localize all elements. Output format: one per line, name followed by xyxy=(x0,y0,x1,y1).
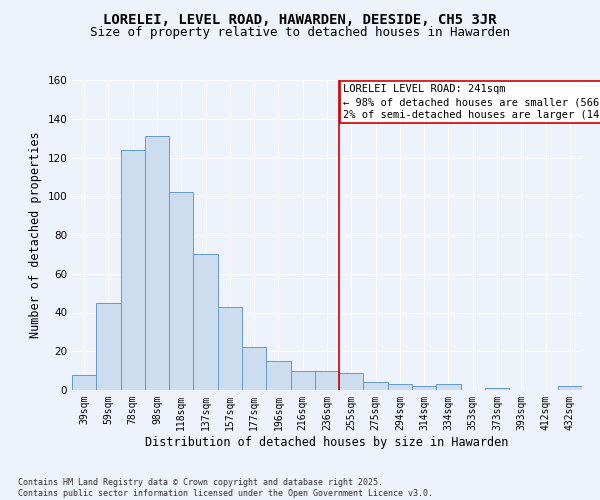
Bar xyxy=(558,386,582,390)
Bar xyxy=(339,372,364,390)
Bar xyxy=(218,306,242,390)
Text: Contains HM Land Registry data © Crown copyright and database right 2025.
Contai: Contains HM Land Registry data © Crown c… xyxy=(18,478,433,498)
Bar xyxy=(145,136,169,390)
Bar xyxy=(364,382,388,390)
Bar xyxy=(96,303,121,390)
Bar xyxy=(290,370,315,390)
X-axis label: Distribution of detached houses by size in Hawarden: Distribution of detached houses by size … xyxy=(145,436,509,448)
Bar xyxy=(266,361,290,390)
Bar xyxy=(121,150,145,390)
Text: LORELEI, LEVEL ROAD, HAWARDEN, DEESIDE, CH5 3JR: LORELEI, LEVEL ROAD, HAWARDEN, DEESIDE, … xyxy=(103,12,497,26)
Bar xyxy=(72,374,96,390)
Bar xyxy=(436,384,461,390)
Y-axis label: Number of detached properties: Number of detached properties xyxy=(29,132,42,338)
Bar xyxy=(193,254,218,390)
Bar xyxy=(169,192,193,390)
Bar xyxy=(242,348,266,390)
Bar xyxy=(485,388,509,390)
Bar xyxy=(412,386,436,390)
Bar xyxy=(315,370,339,390)
Bar xyxy=(388,384,412,390)
Text: Size of property relative to detached houses in Hawarden: Size of property relative to detached ho… xyxy=(90,26,510,39)
Text: LORELEI LEVEL ROAD: 241sqm
← 98% of detached houses are smaller (566)
2% of semi: LORELEI LEVEL ROAD: 241sqm ← 98% of deta… xyxy=(343,84,600,120)
